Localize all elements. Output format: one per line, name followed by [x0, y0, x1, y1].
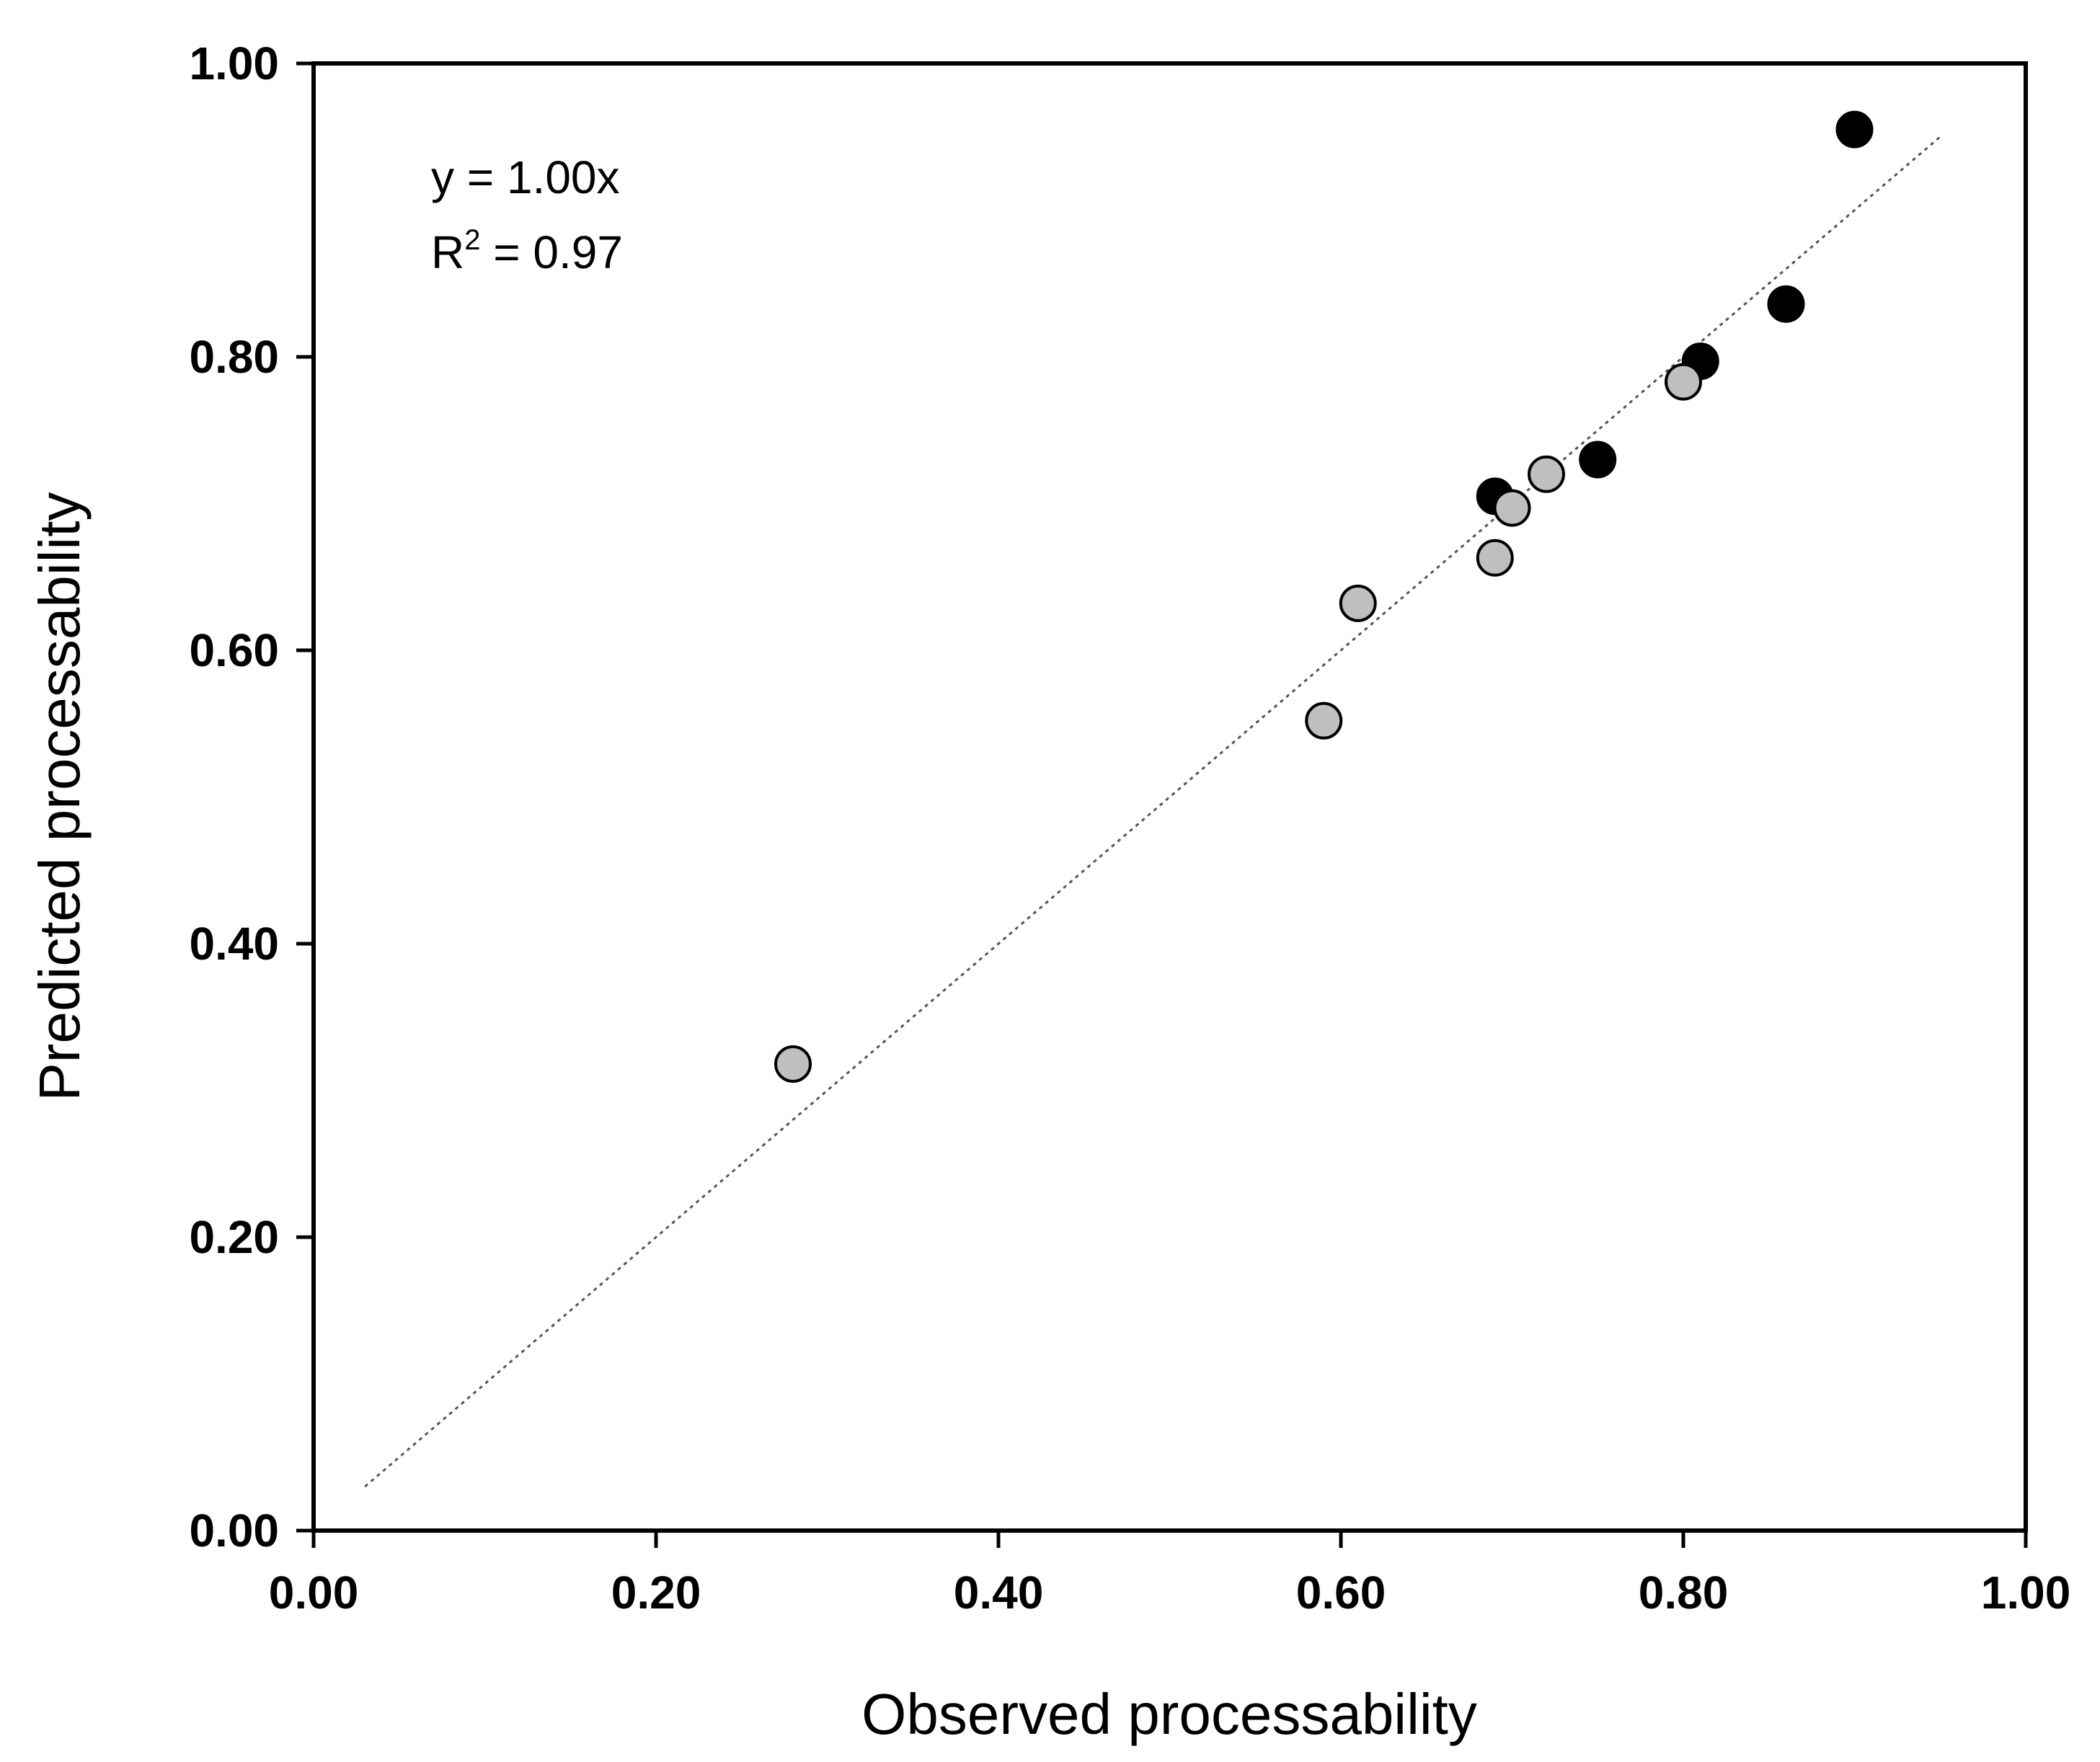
x-tick-label: 0.40 [954, 1567, 1044, 1619]
data-point-gray [1493, 489, 1531, 527]
r-squared-label: R2 = 0.97 [431, 224, 623, 278]
r-squared-superscript: 2 [464, 224, 480, 256]
x-axis-ticks: 0.00 0.20 0.40 0.60 0.80 1.00 [269, 1531, 2071, 1619]
data-point-black [1767, 285, 1805, 323]
x-tick-label: 0.80 [1639, 1567, 1729, 1619]
data-point-gray [774, 1045, 812, 1083]
x-tick-label: 0.00 [269, 1567, 359, 1619]
x-tick-label: 0.20 [611, 1567, 701, 1619]
r-squared-prefix: R [431, 226, 464, 278]
x-axis-title: Observed processability [861, 1682, 1477, 1746]
y-tick-label: 0.00 [189, 1505, 279, 1557]
data-point-gray [1305, 701, 1343, 740]
y-tick-label: 0.40 [189, 918, 279, 970]
plot-frame [311, 61, 2028, 1533]
x-tick-label: 1.00 [1981, 1567, 2071, 1619]
data-point-gray [1665, 363, 1702, 401]
fit-line [364, 136, 1941, 1488]
data-points [774, 110, 1874, 1083]
data-point-black [1835, 110, 1874, 149]
data-point-gray [1528, 455, 1565, 493]
y-axis-title: Predicted processability [27, 492, 92, 1102]
data-point-black [1579, 440, 1617, 479]
r-squared-value: = 0.97 [480, 226, 623, 278]
y-tick-label: 0.20 [189, 1211, 279, 1263]
equation-label: y = 1.00x [431, 151, 620, 203]
data-point-gray [1339, 584, 1377, 622]
y-tick-label: 1.00 [189, 37, 279, 89]
x-tick-label: 0.60 [1296, 1567, 1386, 1619]
data-point-gray [1476, 539, 1514, 577]
y-tick-label: 0.80 [189, 331, 279, 383]
fit-line-group [364, 136, 1941, 1488]
y-axis-ticks: 0.00 0.20 0.40 0.60 0.80 1.00 [189, 37, 314, 1557]
y-tick-label: 0.60 [189, 624, 279, 676]
